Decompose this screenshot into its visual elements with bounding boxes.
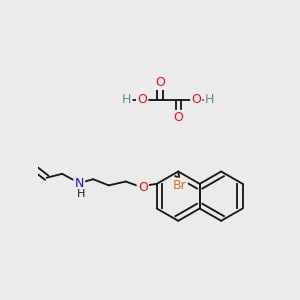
- Text: H: H: [205, 93, 214, 106]
- Text: H: H: [122, 93, 131, 106]
- Text: N: N: [75, 177, 84, 190]
- Text: O: O: [191, 93, 201, 106]
- Text: O: O: [138, 181, 148, 194]
- Text: H: H: [76, 189, 85, 199]
- Text: O: O: [174, 111, 184, 124]
- Text: Br: Br: [173, 179, 187, 192]
- Text: O: O: [137, 93, 147, 106]
- Text: O: O: [155, 76, 165, 89]
